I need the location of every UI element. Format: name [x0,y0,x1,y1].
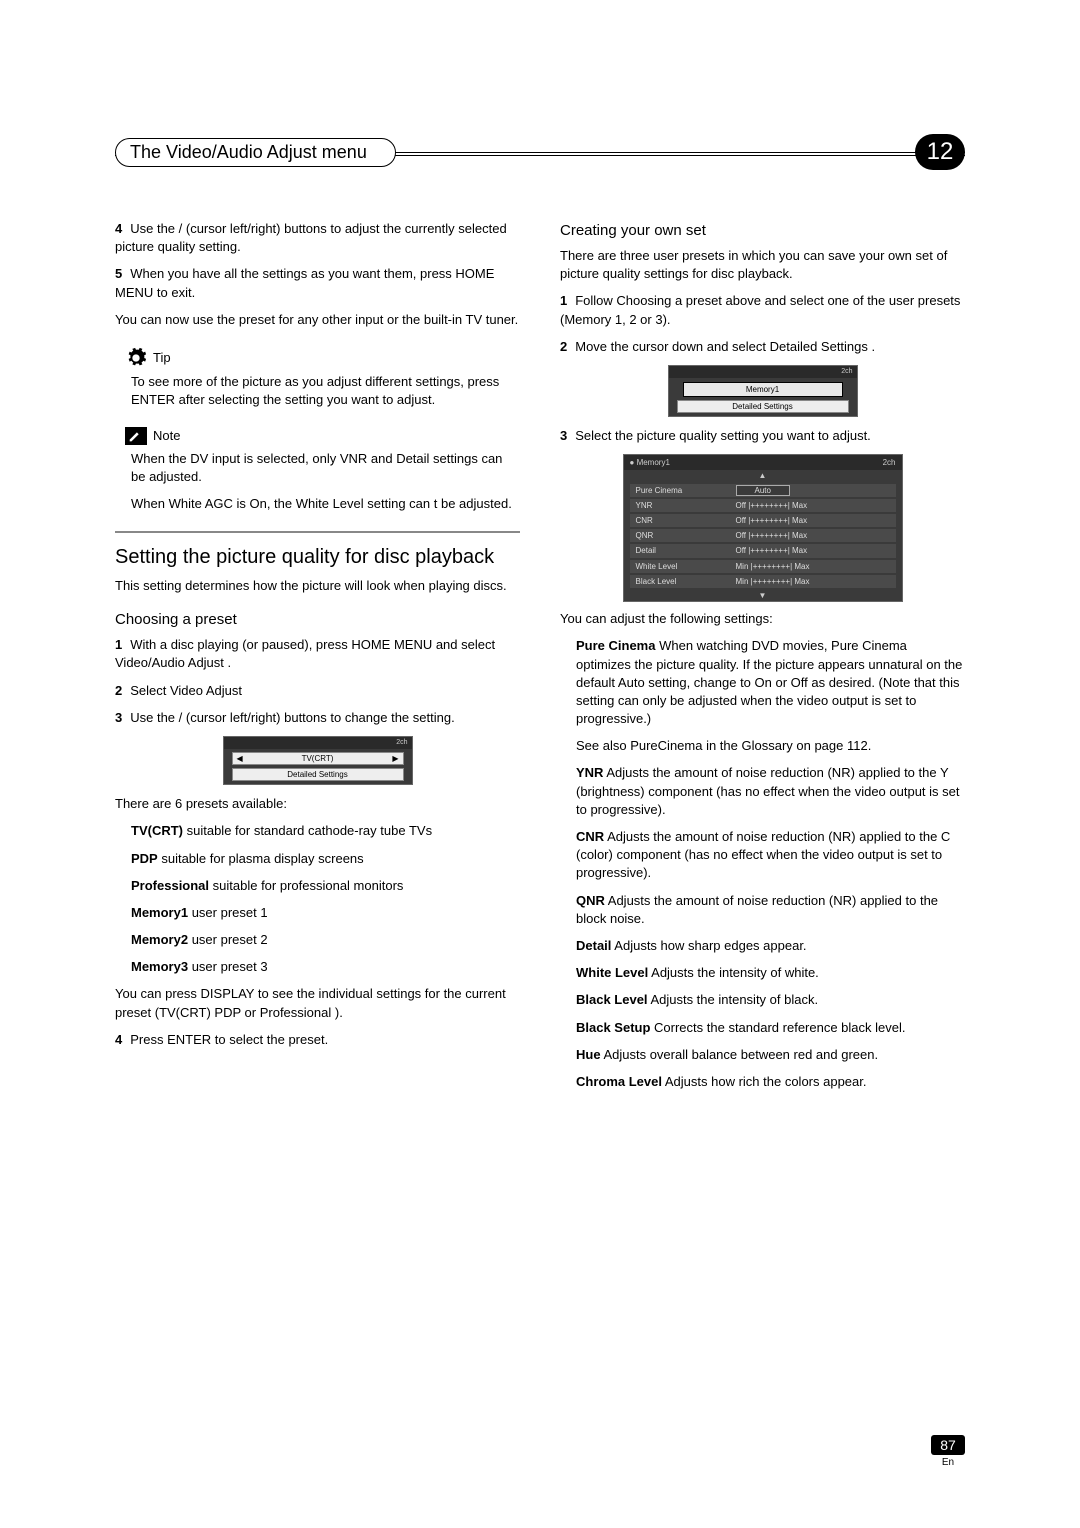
setting-item: Pure Cinema When watching DVD movies, Pu… [576,637,965,728]
step-5-note: You can now use the preset for any other… [115,311,520,329]
note-text-2: When White AGC is On, the White Level se… [131,495,520,513]
choosing-preset-heading: Choosing a preset [115,609,520,630]
screen2-detail: Detailed Settings [677,400,849,413]
choose-step-4: 4Press ENTER to select the preset. [115,1031,520,1049]
screen2-tab: Memory1 [683,382,843,397]
display-note: You can press DISPLAY to see the individ… [115,985,520,1021]
picture-quality-desc: This setting determines how the picture … [115,577,520,595]
page-header: The Video/Audio Adjust menu 12 [115,138,965,168]
screen-row: ◀ TV(CRT) ▶ [232,752,404,765]
ls-row: QNROff |++++++++| Max [630,529,896,542]
page-number: 87 En [931,1435,965,1468]
step-4: 4Use the / (cursor left/right) buttons t… [115,220,520,256]
preset-list: TV(CRT) suitable for standard cathode-ra… [131,822,520,976]
create-step-1: 1Follow Choosing a preset above and sele… [560,292,965,328]
left-column: 4Use the / (cursor left/right) buttons t… [115,220,520,1100]
gear-icon [125,347,147,369]
chapter-number-badge: 12 [915,134,965,170]
page-lang: En [931,1457,965,1468]
settings-list-1: Pure Cinema When watching DVD movies, Pu… [576,637,965,728]
tip-text: To see more of the picture as you adjust… [131,373,520,409]
preset-item: TV(CRT) suitable for standard cathode-ra… [131,822,520,840]
content-columns: 4Use the / (cursor left/right) buttons t… [115,220,965,1100]
picture-quality-heading: Setting the picture quality for disc pla… [115,531,520,571]
ls-row: White LevelMin |++++++++| Max [630,560,896,573]
note-text-1: When the DV input is selected, only VNR … [131,450,520,486]
setting-item: Black Setup Corrects the standard refere… [576,1019,965,1037]
setting-item: CNR Adjusts the amount of noise reductio… [576,828,965,883]
ls-header: ● Memory1 2ch [624,455,902,470]
ls-row: YNROff |++++++++| Max [630,499,896,512]
preset-item: Memory2 user preset 2 [131,931,520,949]
preset-item: PDP suitable for plasma display screens [131,850,520,868]
choose-step-3: 3Use the / (cursor left/right) buttons t… [115,709,520,727]
setting-item: Detail Adjusts how sharp edges appear. [576,937,965,955]
setting-item: YNR Adjusts the amount of noise reductio… [576,764,965,819]
memory-screen-illustration: 2ch Memory1 Detailed Settings [668,365,858,417]
screen2-badge: 2ch [669,366,857,378]
settings-list-2: YNR Adjusts the amount of noise reductio… [576,764,965,1091]
page-number-value: 87 [931,1435,965,1455]
setting-item: Chroma Level Adjusts how rich the colors… [576,1073,965,1091]
create-intro: There are three user presets in which yo… [560,247,965,283]
adjust-intro: You can adjust the following settings: [560,610,965,628]
ls-row: Black LevelMin |++++++++| Max [630,575,896,588]
see-also: See also PureCinema in the Glossary on p… [576,737,965,755]
note-label: Note [153,427,180,445]
preset-item: Memory3 user preset 3 [131,958,520,976]
tip-label: Tip [153,349,171,367]
create-step-2: 2Move the cursor down and select Detaile… [560,338,965,356]
presets-intro: There are 6 presets available: [115,795,520,813]
ls-row: Pure CinemaAuto [630,484,896,497]
create-step-3: 3Select the picture quality setting you … [560,427,965,445]
preset-item: Professional suitable for professional m… [131,877,520,895]
ls-row: DetailOff |++++++++| Max [630,544,896,557]
pencil-note-icon [125,427,147,445]
step-5: 5When you have all the settings as you w… [115,265,520,301]
section-title: The Video/Audio Adjust menu [115,138,396,167]
tip-heading: Tip [125,347,520,369]
setting-item: White Level Adjusts the intensity of whi… [576,964,965,982]
screen-detail-row: Detailed Settings [232,768,404,781]
detailed-settings-screen: ● Memory1 2ch ▲ Pure CinemaAutoYNROff |+… [623,454,903,602]
choose-step-1: 1With a disc playing (or paused), press … [115,636,520,672]
ls-row: CNROff |++++++++| Max [630,514,896,527]
setting-item: Black Level Adjusts the intensity of bla… [576,991,965,1009]
section-title-text: The Video/Audio Adjust menu [130,142,367,162]
preset-item: Memory1 user preset 1 [131,904,520,922]
setting-item: QNR Adjusts the amount of noise reductio… [576,892,965,928]
right-column: Creating your own set There are three us… [560,220,965,1100]
note-heading: Note [125,427,520,445]
creating-own-set-heading: Creating your own set [560,220,965,241]
setting-item: Hue Adjusts overall balance between red … [576,1046,965,1064]
preset-screen-illustration: 2ch ◀ TV(CRT) ▶ Detailed Settings [223,736,413,785]
choose-step-2: 2Select Video Adjust [115,682,520,700]
screen-badge: 2ch [224,737,412,749]
